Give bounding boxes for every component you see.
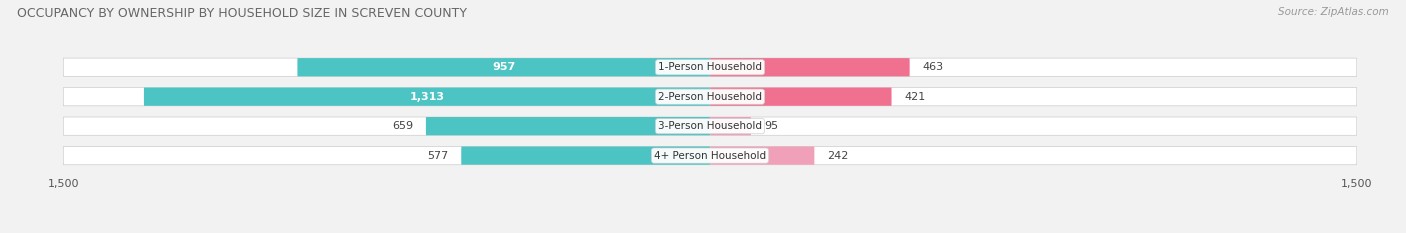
FancyBboxPatch shape xyxy=(63,58,1357,76)
Text: 577: 577 xyxy=(427,151,449,161)
Text: 463: 463 xyxy=(922,62,943,72)
FancyBboxPatch shape xyxy=(426,117,710,135)
FancyBboxPatch shape xyxy=(143,88,710,106)
FancyBboxPatch shape xyxy=(63,117,1357,135)
Text: 4+ Person Household: 4+ Person Household xyxy=(654,151,766,161)
Text: 2-Person Household: 2-Person Household xyxy=(658,92,762,102)
Text: OCCUPANCY BY OWNERSHIP BY HOUSEHOLD SIZE IN SCREVEN COUNTY: OCCUPANCY BY OWNERSHIP BY HOUSEHOLD SIZE… xyxy=(17,7,467,20)
FancyBboxPatch shape xyxy=(63,147,1357,165)
FancyBboxPatch shape xyxy=(461,147,710,165)
Text: 242: 242 xyxy=(827,151,849,161)
Text: 3-Person Household: 3-Person Household xyxy=(658,121,762,131)
Text: Source: ZipAtlas.com: Source: ZipAtlas.com xyxy=(1278,7,1389,17)
FancyBboxPatch shape xyxy=(298,58,710,76)
FancyBboxPatch shape xyxy=(710,117,751,135)
FancyBboxPatch shape xyxy=(63,88,1357,106)
FancyBboxPatch shape xyxy=(710,147,814,165)
FancyBboxPatch shape xyxy=(710,58,910,76)
FancyBboxPatch shape xyxy=(710,88,891,106)
Text: 659: 659 xyxy=(392,121,413,131)
Text: 1,313: 1,313 xyxy=(409,92,444,102)
Text: 957: 957 xyxy=(492,62,516,72)
Text: 1-Person Household: 1-Person Household xyxy=(658,62,762,72)
Text: 95: 95 xyxy=(763,121,778,131)
Text: 421: 421 xyxy=(904,92,925,102)
